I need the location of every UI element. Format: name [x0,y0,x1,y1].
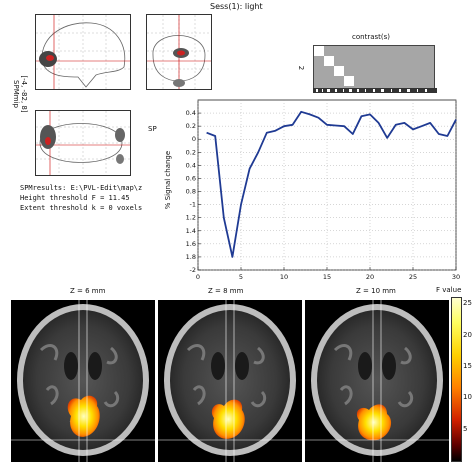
mip-coords-vertical: [-4, -82, 8] [20,64,28,124]
axial-slice-graphic [11,300,155,462]
mip-sagittal-graphic [36,15,130,89]
y-tick-label: 0.4 [186,109,196,117]
y-tick-label: -0.4 [186,161,196,169]
y-tick-label: -0.8 [186,188,196,196]
x-tick-label: 5 [239,273,243,281]
colorbar-gradient [451,297,462,462]
x-tick-label: 10 [280,273,288,281]
x-tick-label: 25 [409,273,417,281]
y-tick-label: -0.6 [186,174,196,182]
y-tick-label: 0 [192,135,196,143]
y-tick-label: -1.8 [186,253,196,261]
chart-ylabel: % Signal change [164,150,172,210]
mip-coords: [-4, -82, 8] [20,75,28,113]
mip-label: SPMmip [12,80,20,108]
x-tick-label: 15 [323,273,331,281]
mip-coronal-graphic [147,15,211,89]
axial-slice-1 [11,300,155,462]
mip-axial-graphic [36,111,130,175]
mip-label-vertical: SPMmip [12,64,20,124]
x-tick-label: 0 [196,273,200,281]
mip-coronal-view [146,14,212,90]
x-tick-label: 20 [366,273,374,281]
colorbar-tick-label: 25 [463,299,472,308]
colorbar-tick-label: 5 [463,424,468,433]
axial-slice-2 [158,300,302,462]
mip-axial-view [35,110,131,176]
y-tick-label: -1.6 [186,240,196,248]
slice-label-1: Z = 6 mm [70,287,106,295]
y-tick-label: -1.4 [186,227,196,235]
contrast-design-strip [313,88,437,93]
mip-sagittal-view [35,14,131,90]
slice-label-3: Z = 10 mm [356,287,396,295]
signal-change-chart: 0 5 10 15 20 25 30 -2 -1.8 -1.6 -1.4 -1.2 -1 -0.8 -0.6… [186,99,460,281]
y-tick-label: -1.2 [186,214,196,222]
y-tick-label: -0.2 [186,148,196,156]
contrast-matrix [313,45,435,89]
slice-label-2: Z = 8 mm [208,287,244,295]
colorbar-tick-label: 10 [463,393,472,402]
results-line-2: Height threshold F = 11.45 [20,194,130,202]
y-tick-label: 0.2 [186,122,196,130]
colorbar-tick-label: 15 [463,361,472,370]
chart-ylabel-wrap: % Signal change [164,140,172,220]
x-tick-label: 30 [452,273,460,281]
colorbar-tick-label: 20 [463,330,472,339]
colorbar-title: F value [436,286,462,294]
signal-series-line [206,110,457,258]
results-line-3: Extent threshold k = 0 voxels [20,204,143,212]
results-line-1: SPMresults: E:\PVL-Edit\map\z [20,184,143,192]
contrast-title: contrast(s) [352,33,390,41]
axial-slice-graphic [305,300,449,462]
y-tick-label: -2 [190,266,196,274]
contrast-row-label: 2 [297,65,306,71]
axial-slice-graphic [158,300,302,462]
session-title: Sess(1): light [210,2,263,11]
chart-title: SP [148,125,157,133]
axial-slice-3 [305,300,449,462]
y-tick-label: -1 [190,201,196,209]
